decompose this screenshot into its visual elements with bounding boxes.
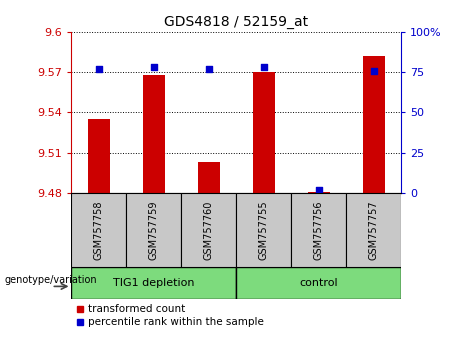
Legend: transformed count, percentile rank within the sample: transformed count, percentile rank withi… [77,304,264,327]
Text: genotype/variation: genotype/variation [5,275,97,285]
Point [205,66,213,72]
Text: GSM757757: GSM757757 [369,200,378,260]
Bar [236,193,291,267]
Text: GSM757758: GSM757758 [94,200,104,260]
Bar [236,267,401,299]
Text: GSM757756: GSM757756 [313,200,324,260]
Bar [126,193,181,267]
Text: GSM757759: GSM757759 [149,200,159,260]
Bar [307,192,330,193]
Bar [198,162,220,193]
Bar [291,193,346,267]
Bar [363,56,384,193]
Bar [253,72,275,193]
Bar [143,75,165,193]
Text: GSM757755: GSM757755 [259,200,269,260]
Point [150,64,158,70]
Text: TIG1 depletion: TIG1 depletion [113,278,195,288]
Bar [346,193,401,267]
Bar [88,119,110,193]
Point [260,64,267,70]
Point [95,66,103,72]
Point [315,187,322,193]
Bar [181,193,236,267]
Bar [71,267,236,299]
Text: GSM757760: GSM757760 [204,200,214,260]
Bar [71,193,126,267]
Text: control: control [299,278,338,288]
Title: GDS4818 / 52159_at: GDS4818 / 52159_at [164,16,308,29]
Point [370,68,377,73]
